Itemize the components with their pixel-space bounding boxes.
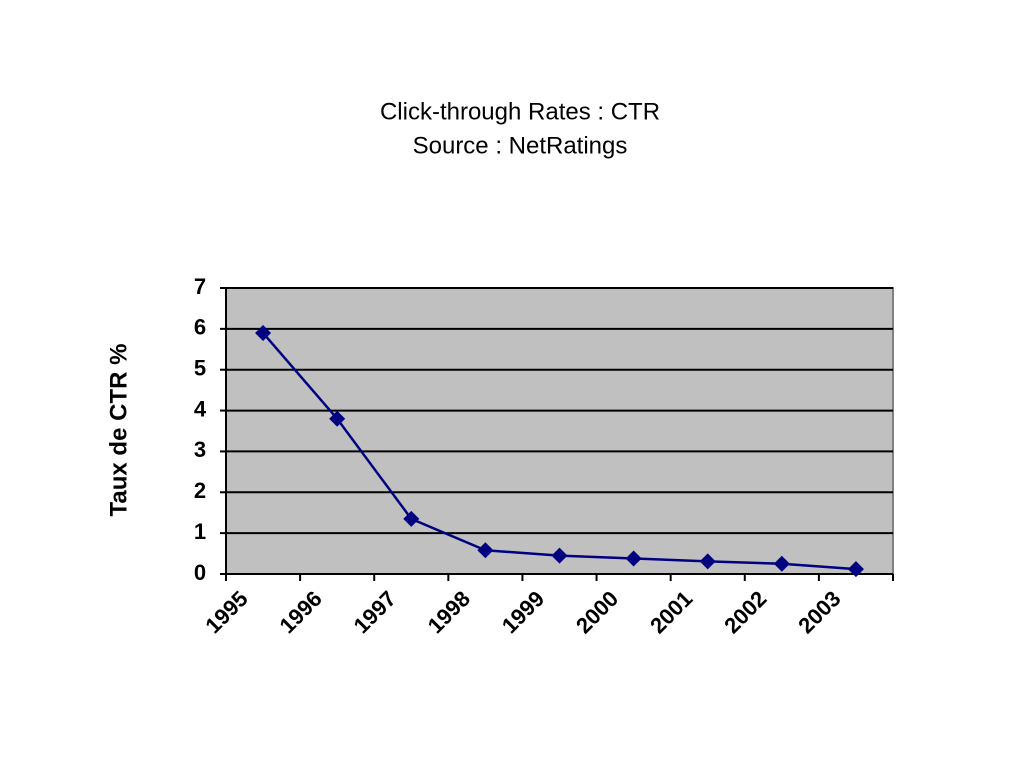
x-tick-label: 1997 xyxy=(349,586,401,638)
chart-subtitle: Source : NetRatings xyxy=(413,132,628,159)
x-tick-label: 1999 xyxy=(497,586,549,638)
x-tick-label: 2000 xyxy=(571,586,623,638)
chart-title: Click-through Rates : CTR xyxy=(380,98,660,125)
marker xyxy=(773,555,790,572)
marker xyxy=(403,510,420,527)
y-axis-label: Taux de CTR % xyxy=(105,344,132,517)
y-tick-label: 3 xyxy=(194,437,206,462)
x-tick-label: 2001 xyxy=(645,586,697,638)
y-tick-label: 0 xyxy=(194,560,206,585)
y-tick-label: 7 xyxy=(194,274,206,299)
y-tick-label: 2 xyxy=(194,478,206,503)
marker xyxy=(699,553,716,570)
marker xyxy=(329,410,346,427)
marker xyxy=(551,547,568,564)
plot-area xyxy=(225,287,894,575)
y-tick-label: 4 xyxy=(194,396,207,421)
marker xyxy=(477,542,494,559)
y-tick-label: 6 xyxy=(194,315,206,340)
y-tick-label: 1 xyxy=(194,519,206,544)
y-tick-label: 5 xyxy=(194,356,206,381)
x-tick-label: 2002 xyxy=(719,586,771,638)
marker xyxy=(625,550,642,567)
marker xyxy=(255,324,272,341)
x-tick-label: 2003 xyxy=(793,586,845,638)
x-tick-label: 1995 xyxy=(200,586,252,638)
marker xyxy=(847,561,864,578)
x-tick-label: 1998 xyxy=(423,586,475,638)
x-tick-label: 1996 xyxy=(275,586,327,638)
